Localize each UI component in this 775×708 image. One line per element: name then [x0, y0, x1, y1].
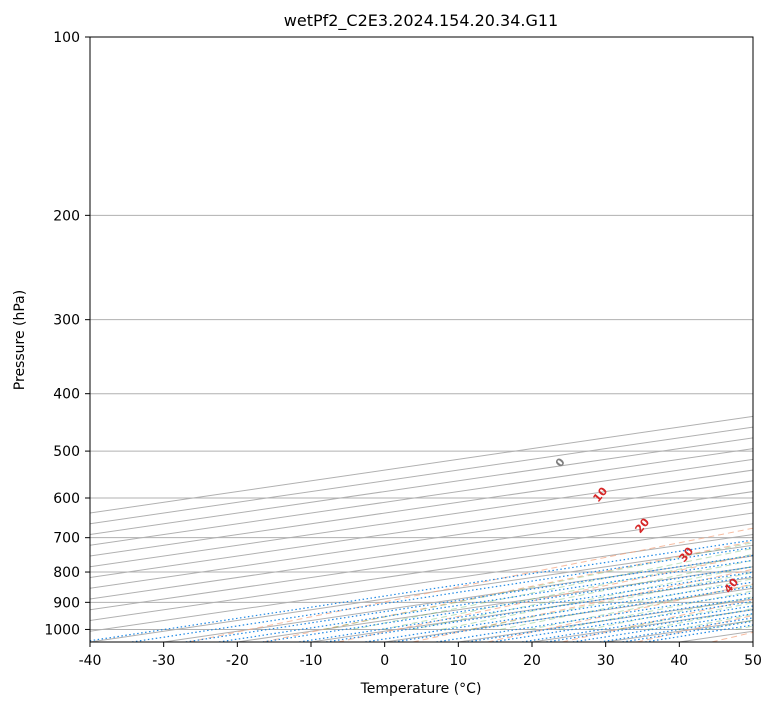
axes: -40 -30 -20 -10 0 10 20 30 40 50 100 200 300 400 500 60…: [44, 30, 762, 669]
y-tick-label: 900: [53, 595, 80, 611]
y-tick-label: 500: [53, 444, 80, 460]
plot-frame: [89, 36, 754, 643]
mixing-ratio-line: [218, 559, 753, 642]
isotherm-gridline: [90, 448, 753, 546]
mixing-ratio-line: [365, 581, 753, 642]
y-axis-label: Pressure (hPa): [12, 290, 28, 390]
mixing-ratio-line: [299, 571, 753, 642]
isotherm-gridline: [90, 469, 753, 568]
isotherm-gridline: [90, 480, 753, 579]
y-tick-label: 300: [53, 313, 80, 329]
mixing-ratio-line: [326, 575, 753, 642]
y-tick-label: 200: [53, 208, 80, 224]
y-tick-label: 800: [53, 565, 80, 581]
isotherm-gridline: [90, 523, 753, 622]
x-tick-label: 50: [744, 653, 762, 669]
mixing-ratio-line: [262, 566, 753, 642]
x-tick-label: 0: [380, 653, 389, 669]
isotherm-gridline: [90, 458, 753, 557]
chart-title: wetPf2_C2E3.2024.154.20.34.G11: [284, 11, 558, 31]
background-lines: [90, 37, 753, 642]
x-tick-label: -20: [226, 653, 249, 669]
x-tick-label: -40: [79, 653, 102, 669]
x-tick-label: 20: [523, 653, 541, 669]
isotherm-gridline: [90, 491, 753, 589]
x-tick-label: 40: [670, 653, 688, 669]
dry-adiabat: [562, 598, 753, 642]
x-tick-label: 30: [597, 653, 615, 669]
y-tick-label: 600: [53, 491, 80, 507]
mixing-ratio-line: [131, 546, 753, 642]
x-tick-label: -10: [300, 653, 323, 669]
y-tick-label: 100: [53, 30, 80, 46]
isotherm-gridline: [90, 501, 753, 600]
y-tick-label: 1000: [44, 622, 80, 638]
y-tick-label: 400: [53, 387, 80, 403]
x-tick-label: 10: [449, 653, 467, 669]
y-tick-label: 700: [53, 531, 80, 547]
x-tick-label: -30: [152, 653, 175, 669]
isotherm-gridline: [90, 512, 753, 611]
isotherm-gridline: [90, 534, 753, 632]
x-axis-label: Temperature (°C): [360, 681, 482, 697]
